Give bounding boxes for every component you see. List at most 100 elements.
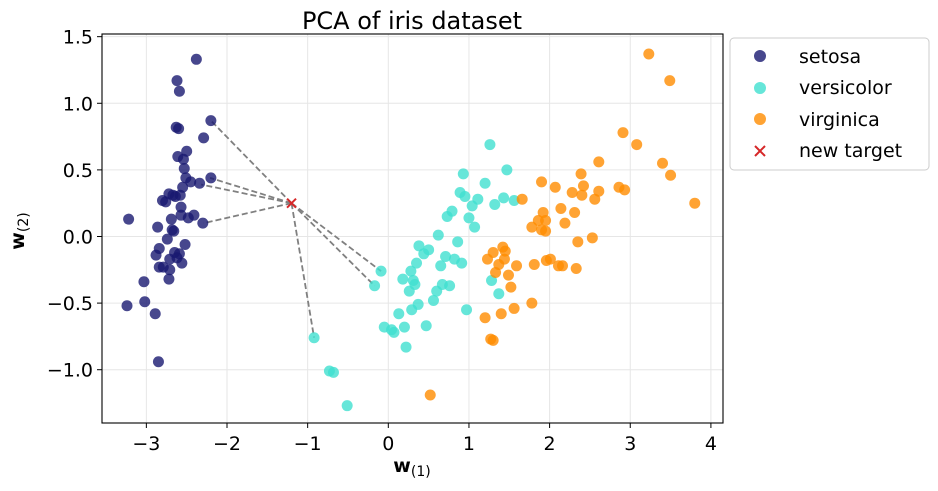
x-tick-label: −1	[294, 433, 322, 455]
point-virginica	[617, 127, 629, 139]
point-setosa	[175, 201, 187, 213]
legend-label-setosa: setosa	[799, 46, 861, 68]
legend-label-versicolor: versicolor	[799, 77, 892, 99]
point-virginica	[576, 189, 588, 201]
x-tick-label: 1	[463, 433, 475, 455]
y-axis-label-main: w	[7, 232, 29, 250]
x-tick-label: 2	[544, 433, 556, 455]
neighbor-line	[290, 202, 382, 272]
scatter-points	[121, 48, 701, 412]
y-tick-label: 1.5	[63, 27, 93, 49]
legend: setosa versicolor virginica new target	[729, 37, 930, 171]
y-axis-label-sub: (2)	[16, 212, 32, 232]
point-setosa	[173, 85, 185, 97]
point-virginica	[528, 258, 540, 270]
point-setosa	[139, 296, 151, 308]
point-virginica	[505, 281, 517, 293]
point-versicolor	[412, 298, 424, 310]
point-setosa	[173, 123, 185, 135]
point-versicolor	[398, 321, 410, 333]
point-versicolor	[489, 199, 501, 211]
point-versicolor	[444, 280, 456, 292]
point-setosa	[149, 308, 161, 320]
legend-marker-virginica	[754, 113, 766, 125]
point-versicolor	[393, 308, 405, 320]
point-virginica	[540, 215, 552, 227]
point-setosa	[171, 252, 183, 264]
legend-marker-versicolor	[754, 82, 766, 94]
point-versicolor	[456, 257, 468, 269]
point-versicolor	[413, 240, 425, 252]
legend-box	[729, 37, 930, 171]
point-versicolor	[463, 212, 475, 224]
point-virginica	[540, 225, 552, 237]
point-setosa	[197, 217, 209, 229]
point-virginica	[665, 169, 677, 181]
point-versicolor	[459, 191, 471, 203]
point-setosa	[188, 209, 200, 221]
point-virginica	[557, 260, 569, 272]
point-setosa	[153, 242, 165, 254]
point-versicolor	[501, 164, 513, 176]
point-setosa	[178, 163, 190, 175]
neighbor-line	[290, 203, 315, 338]
point-versicolor	[479, 177, 491, 189]
point-setosa	[163, 273, 175, 285]
point-virginica	[499, 245, 511, 257]
point-versicolor	[498, 192, 510, 204]
point-virginica	[479, 312, 491, 324]
point-versicolor	[388, 326, 400, 338]
point-setosa	[185, 176, 197, 188]
point-virginica	[544, 253, 556, 265]
point-versicolor	[369, 280, 381, 292]
point-virginica	[575, 168, 587, 180]
x-tick-label: −2	[213, 433, 241, 455]
point-virginica	[498, 253, 510, 265]
point-virginica	[566, 187, 578, 199]
point-versicolor	[446, 205, 458, 217]
point-versicolor	[397, 273, 409, 285]
point-virginica	[536, 176, 548, 188]
point-setosa	[177, 181, 189, 193]
x-tick-label: 3	[624, 433, 636, 455]
point-setosa	[205, 115, 217, 127]
point-virginica	[508, 302, 520, 314]
point-virginica	[526, 297, 538, 309]
y-tick-label: −1.0	[47, 360, 93, 382]
point-virginica	[643, 48, 655, 60]
point-versicolor	[400, 341, 412, 353]
point-virginica	[657, 157, 669, 169]
point-setosa	[152, 356, 164, 368]
point-virginica	[569, 207, 581, 219]
point-versicolor	[427, 294, 439, 306]
point-versicolor	[469, 221, 481, 233]
point-virginica	[502, 269, 514, 281]
point-virginica	[516, 193, 528, 205]
plot-area	[101, 33, 724, 424]
point-virginica	[549, 181, 561, 193]
point-virginica	[555, 203, 567, 215]
point-versicolor	[327, 366, 339, 378]
point-virginica	[577, 180, 589, 192]
point-setosa	[123, 213, 135, 225]
y-axis-label: w(2)	[7, 212, 32, 249]
point-setosa	[121, 300, 133, 312]
legend-label-new-target: new target	[799, 140, 902, 162]
point-versicolor	[308, 332, 320, 344]
point-virginica	[593, 185, 605, 197]
point-versicolor	[452, 236, 464, 248]
point-versicolor	[375, 265, 387, 277]
x-tick-label: 4	[705, 433, 717, 455]
neighbor-line	[201, 183, 292, 205]
legend-marker-new-target	[754, 145, 766, 157]
y-tick-label: 1.0	[63, 93, 93, 115]
x-tick-label: 0	[382, 433, 394, 455]
neighbor-line	[203, 202, 292, 225]
point-versicolor	[341, 400, 353, 412]
point-virginica	[559, 217, 571, 229]
point-virginica	[424, 389, 436, 401]
point-setosa	[161, 233, 173, 245]
point-setosa	[179, 238, 191, 250]
point-versicolor	[472, 193, 484, 205]
